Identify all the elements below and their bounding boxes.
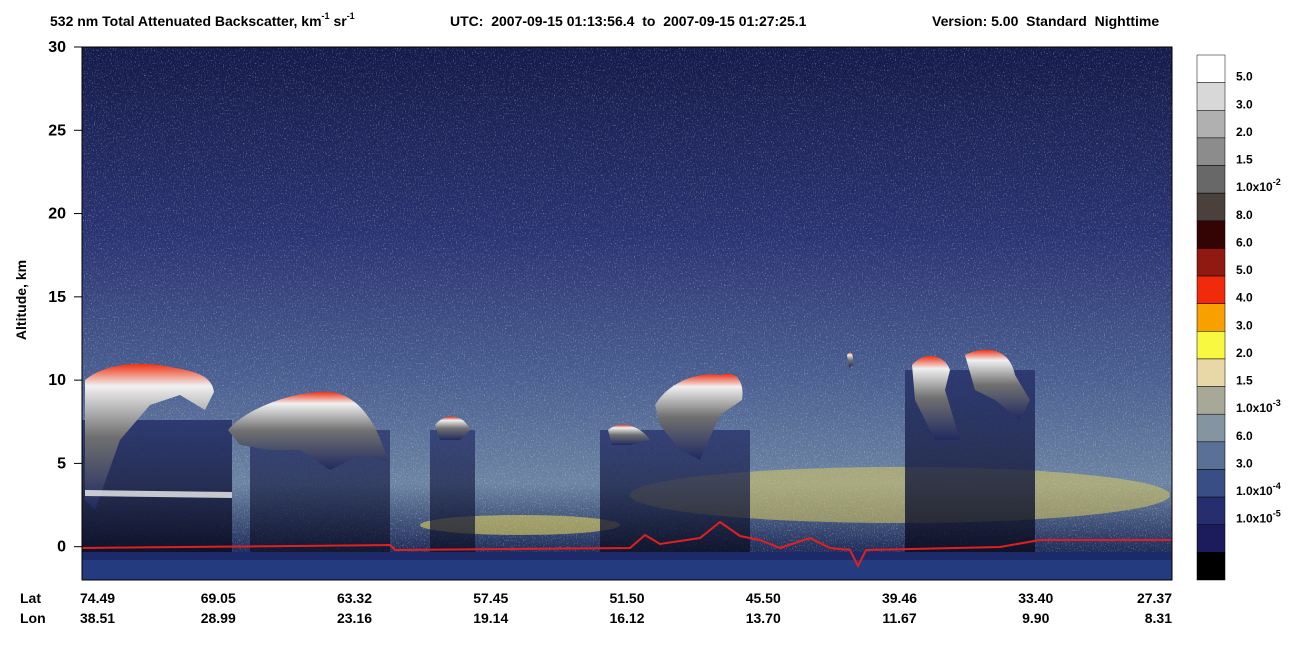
colorbar-label: 5.0 <box>1236 70 1253 84</box>
colorbar-swatch <box>1196 386 1226 415</box>
y-tick-label: 25 <box>48 122 66 139</box>
colorbar-label: 3.0 <box>1236 97 1253 111</box>
colorbar-label-text: 6.0 <box>1236 429 1253 443</box>
colorbar-swatch <box>1196 220 1226 249</box>
x-tick-label: 13.70 <box>746 610 781 626</box>
colorbar-label: 1.5 <box>1236 374 1253 388</box>
colorbar-swatch <box>1196 165 1226 194</box>
colorbar-label-text: 5.0 <box>1236 70 1253 84</box>
x-tick-label: 45.50 <box>746 590 781 606</box>
x-tick-label: 38.51 <box>80 610 115 626</box>
title-sup: -1 <box>322 11 330 21</box>
colorbar-label: 1.0x10-2 <box>1236 177 1281 194</box>
colorbar-label-sup: -5 <box>1273 509 1281 519</box>
colorbar-label: 3.0 <box>1236 456 1253 470</box>
x-tick-label: 39.46 <box>882 590 917 606</box>
colorbar-label: 1.0x10-4 <box>1236 481 1281 498</box>
x-tick-label: 33.40 <box>1018 590 1053 606</box>
title-sup: -1 <box>347 11 355 21</box>
colorbar-label: 6.0 <box>1236 429 1253 443</box>
x-tick-label: 63.32 <box>337 590 372 606</box>
x-row-name: Lat <box>20 590 41 606</box>
x-tick-label: 57.45 <box>473 590 508 606</box>
colorbar-label: 1.0x10-5 <box>1236 509 1281 526</box>
x-tick-label: 69.05 <box>201 590 236 606</box>
y-tick-label: 10 <box>48 372 66 389</box>
colorbar-label-text: 1.0x10 <box>1236 180 1273 194</box>
y-tick-label: 15 <box>48 289 66 306</box>
colorbar-label: 5.0 <box>1236 263 1253 277</box>
x-tick-label: 16.12 <box>609 610 644 626</box>
x-tick-label: 9.90 <box>1022 610 1049 626</box>
chart-title: 532 nm Total Attenuated Backscatter, km-… <box>50 11 355 29</box>
colorbar-label-text: 3.0 <box>1236 97 1253 111</box>
x-tick-label: 11.67 <box>882 610 916 626</box>
colorbar-swatch <box>1196 552 1226 581</box>
colorbar-label-sup: -4 <box>1273 481 1281 491</box>
colorbar-label-text: 2.0 <box>1236 125 1253 139</box>
x-tick-label: 28.99 <box>201 610 236 626</box>
x-tick-label: 27.37 <box>1137 590 1172 606</box>
colorbar-swatch <box>1196 275 1226 304</box>
colorbar-swatch <box>1196 248 1226 277</box>
colorbar-label-text: 1.0x10 <box>1236 401 1273 415</box>
colorbar-label: 1.5 <box>1236 153 1253 167</box>
colorbar-label-text: 1.0x10 <box>1236 512 1273 526</box>
colorbar-swatch <box>1196 303 1226 332</box>
y-tick-label: 5 <box>57 455 66 472</box>
colorbar-label-text: 2.0 <box>1236 346 1253 360</box>
colorbar-swatch <box>1196 110 1226 139</box>
y-tick-label: 30 <box>48 39 66 56</box>
colorbar-label-sup: -2 <box>1273 177 1281 187</box>
colorbar-label-text: 1.0x10 <box>1236 484 1273 498</box>
colorbar-label: 2.0 <box>1236 125 1253 139</box>
curtain <box>82 47 1172 580</box>
colorbar-label-text: 4.0 <box>1236 291 1253 305</box>
colorbar-label: 2.0 <box>1236 346 1253 360</box>
x-tick-label: 74.49 <box>80 590 115 606</box>
colorbar-swatch <box>1196 82 1226 111</box>
x-row-name: Lon <box>20 610 46 626</box>
colorbar-swatch <box>1196 469 1226 498</box>
version: Version: 5.00 Standard Nighttime <box>932 13 1159 29</box>
x-tick-label: 19.14 <box>473 610 508 626</box>
colorbar-label-text: 1.5 <box>1236 153 1253 167</box>
colorbar-swatch <box>1196 358 1226 387</box>
colorbar-label-text: 8.0 <box>1236 208 1253 222</box>
colorbar-swatch <box>1196 54 1226 83</box>
colorbar-label-sup: -3 <box>1273 398 1281 408</box>
colorbar-label-text: 6.0 <box>1236 235 1253 249</box>
y-axis-label: Altitude, km <box>13 260 29 340</box>
x-tick-label: 51.50 <box>609 590 644 606</box>
colorbar-swatch <box>1196 441 1226 470</box>
colorbar-swatch <box>1196 496 1226 525</box>
colorbar-swatch <box>1196 413 1226 443</box>
colorbar-label-text: 5.0 <box>1236 263 1253 277</box>
y-tick-label: 20 <box>48 206 66 223</box>
time-range: UTC: 2007-09-15 01:13:56.4 to 2007-09-15… <box>450 13 807 29</box>
title-text: sr <box>330 13 348 29</box>
colorbar-swatch <box>1196 137 1226 166</box>
y-tick-label: 0 <box>57 539 66 556</box>
title-text: 532 nm Total Attenuated Backscatter, km <box>50 13 322 29</box>
colorbar-swatch <box>1196 524 1226 553</box>
colorbar-label: 3.0 <box>1236 318 1253 332</box>
colorbar-label-text: 3.0 <box>1236 318 1253 332</box>
colorbar-label-text: 3.0 <box>1236 456 1253 470</box>
x-tick-label: 23.16 <box>337 610 372 626</box>
colorbar-swatch <box>1196 192 1226 222</box>
colorbar-label: 8.0 <box>1236 208 1253 222</box>
colorbar-label-text: 1.5 <box>1236 374 1253 388</box>
colorbar-swatch <box>1196 331 1226 360</box>
x-tick-label: 8.31 <box>1145 610 1172 626</box>
colorbar-label: 6.0 <box>1236 235 1253 249</box>
colorbar-label: 1.0x10-3 <box>1236 398 1281 415</box>
colorbar-label: 4.0 <box>1236 291 1253 305</box>
